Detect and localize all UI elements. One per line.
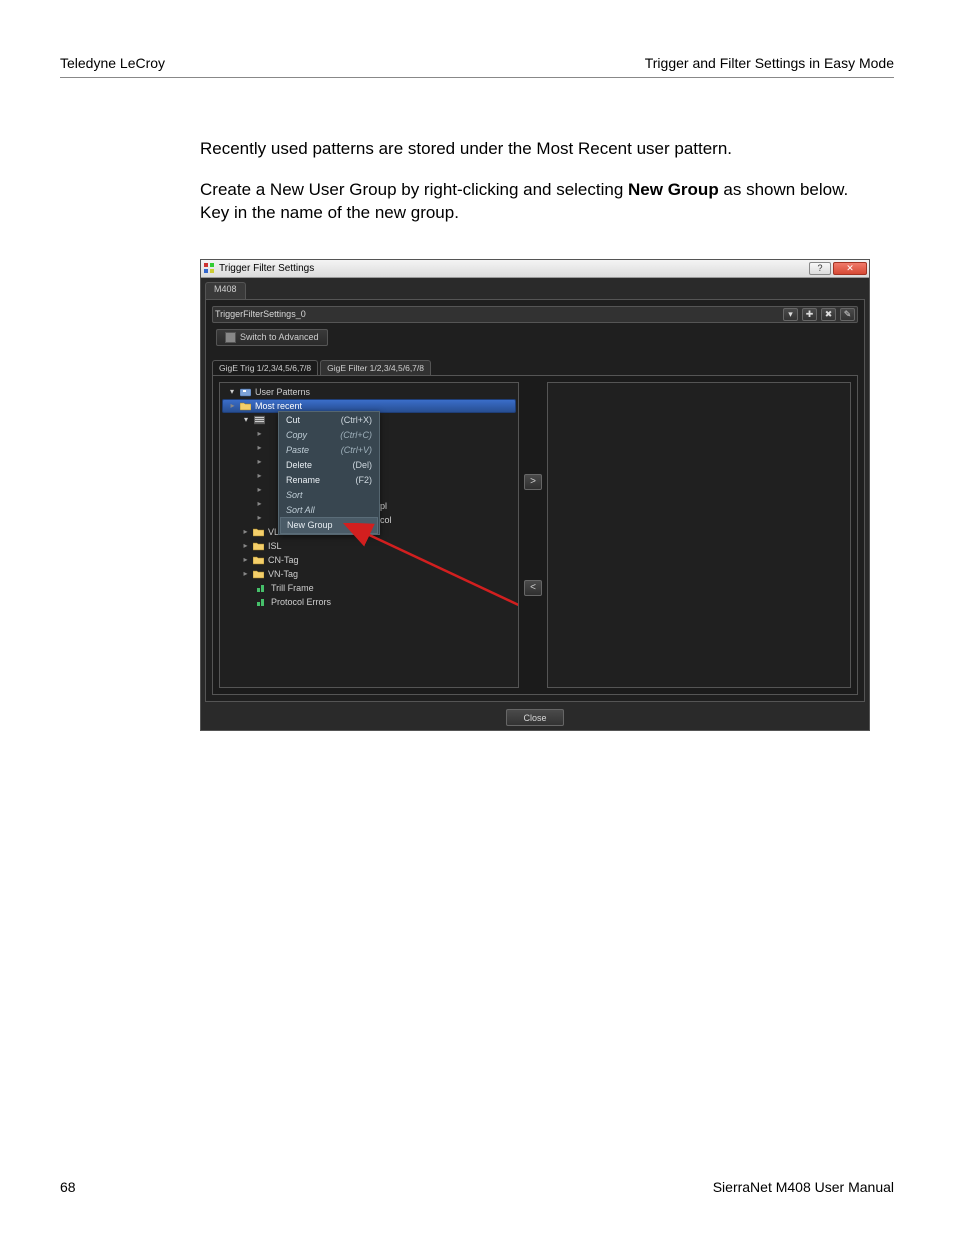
expand-icon[interactable]: ▸ bbox=[256, 457, 263, 466]
tree-label: User Patterns bbox=[255, 387, 310, 397]
tree-isl[interactable]: ▸ ISL bbox=[220, 539, 518, 553]
expand-icon[interactable]: ▸ bbox=[256, 513, 263, 522]
tree-label: VN-Tag bbox=[268, 569, 298, 579]
trigger-filter-dialog: Trigger Filter Settings ? ✕ M408 Trigger… bbox=[200, 259, 870, 731]
menu-label: Sort bbox=[286, 490, 303, 500]
section-header: TriggerFilterSettings_0 ▾ ✚ ✖ ✎ bbox=[212, 306, 858, 323]
tree-label: Trill Frame bbox=[271, 583, 314, 593]
menu-label: Sort All bbox=[286, 505, 315, 515]
menu-copy[interactable]: Copy (Ctrl+C) bbox=[280, 428, 378, 443]
text-fragment: pl bbox=[380, 501, 387, 511]
expand-icon[interactable]: ▸ bbox=[229, 401, 236, 410]
switch-label: Switch to Advanced bbox=[240, 332, 319, 342]
menu-new-group[interactable]: New Group bbox=[280, 517, 378, 534]
dialog-title: Trigger Filter Settings bbox=[219, 263, 314, 274]
page-number: 68 bbox=[60, 1179, 76, 1195]
menu-sort[interactable]: Sort bbox=[280, 488, 378, 503]
paragraph-2: Create a New User Group by right-clickin… bbox=[200, 179, 874, 225]
menu-shortcut: (F2) bbox=[356, 475, 373, 485]
trig-tab[interactable]: GigE Trig 1/2,3/4,5/6,7/8 bbox=[212, 360, 318, 375]
device-tab[interactable]: M408 bbox=[205, 282, 246, 299]
tree-user-patterns[interactable]: ▾ User Patterns bbox=[220, 385, 518, 399]
expand-icon[interactable]: ▸ bbox=[242, 541, 249, 550]
tree-label: Most recent bbox=[255, 401, 302, 411]
context-menu: Cut (Ctrl+X) Copy (Ctrl+C) Paste (Ctrl+V) D… bbox=[278, 411, 380, 535]
menu-sort-all[interactable]: Sort All bbox=[280, 503, 378, 518]
expand-icon[interactable]: ▸ bbox=[256, 429, 263, 438]
menu-label: Cut bbox=[286, 415, 300, 425]
expand-icon[interactable]: ▸ bbox=[256, 485, 263, 494]
menu-label: Copy bbox=[286, 430, 307, 440]
folder-icon bbox=[253, 541, 264, 551]
tree-protocol-errors[interactable]: Protocol Errors bbox=[220, 595, 518, 609]
close-button[interactable]: Close bbox=[506, 709, 564, 726]
menu-shortcut: (Del) bbox=[353, 460, 373, 470]
edit-button[interactable]: ✎ bbox=[840, 308, 855, 321]
folder-icon bbox=[253, 555, 264, 565]
collapse-icon[interactable]: ▾ bbox=[228, 388, 236, 396]
folder-icon bbox=[253, 569, 264, 579]
delete-button[interactable]: ✖ bbox=[821, 308, 836, 321]
add-button[interactable]: ✚ bbox=[802, 308, 817, 321]
group-icon bbox=[240, 387, 251, 397]
switch-to-advanced-button[interactable]: Switch to Advanced bbox=[216, 329, 328, 346]
p2-bold: New Group bbox=[628, 180, 719, 199]
menu-delete[interactable]: Delete (Del) bbox=[280, 458, 378, 473]
patterns-tree-panel: ▾ User Patterns ▸ Most recent bbox=[219, 382, 519, 688]
text-fragment: col bbox=[380, 515, 392, 525]
expand-icon[interactable]: ▸ bbox=[242, 527, 249, 536]
selected-patterns-panel bbox=[547, 382, 851, 688]
folder-icon bbox=[240, 401, 251, 411]
header-right: Trigger and Filter Settings in Easy Mode bbox=[645, 55, 894, 71]
app-icon bbox=[203, 262, 215, 274]
menu-label: Rename bbox=[286, 475, 320, 485]
move-left-button[interactable]: < bbox=[524, 580, 542, 596]
switch-icon bbox=[225, 332, 236, 343]
dialog-titlebar: Trigger Filter Settings ? ✕ bbox=[201, 260, 869, 278]
help-button[interactable]: ? bbox=[809, 262, 831, 275]
menu-rename[interactable]: Rename (F2) bbox=[280, 473, 378, 488]
move-right-button[interactable]: > bbox=[524, 474, 542, 490]
p2-part-a: Create a New User Group by right-clickin… bbox=[200, 180, 628, 199]
dropdown-button[interactable]: ▾ bbox=[783, 308, 798, 321]
menu-cut[interactable]: Cut (Ctrl+X) bbox=[280, 413, 378, 428]
tree-trill[interactable]: Trill Frame bbox=[220, 581, 518, 595]
menu-shortcut: (Ctrl+V) bbox=[341, 445, 372, 455]
menu-label: Paste bbox=[286, 445, 309, 455]
menu-label: Delete bbox=[286, 460, 312, 470]
menu-shortcut: (Ctrl+X) bbox=[341, 415, 372, 425]
menu-paste[interactable]: Paste (Ctrl+V) bbox=[280, 443, 378, 458]
manual-title: SierraNet M408 User Manual bbox=[713, 1179, 894, 1195]
pattern-icon bbox=[256, 597, 267, 607]
window-close-button[interactable]: ✕ bbox=[833, 262, 867, 275]
collapse-icon[interactable]: ▾ bbox=[242, 416, 250, 424]
tree-cntag[interactable]: ▸ CN-Tag bbox=[220, 553, 518, 567]
tree-vntag[interactable]: ▸ VN-Tag bbox=[220, 567, 518, 581]
expand-icon[interactable]: ▸ bbox=[242, 569, 249, 578]
header-left: Teledyne LeCroy bbox=[60, 55, 165, 71]
filter-tab[interactable]: GigE Filter 1/2,3/4,5/6,7/8 bbox=[320, 360, 431, 375]
expand-icon[interactable]: ▸ bbox=[256, 471, 263, 480]
tree-label: ISL bbox=[268, 541, 282, 551]
tree-label: Protocol Errors bbox=[271, 597, 331, 607]
menu-shortcut: (Ctrl+C) bbox=[340, 430, 372, 440]
paragraph-1: Recently used patterns are stored under … bbox=[200, 138, 874, 161]
tree-label: CN-Tag bbox=[268, 555, 299, 565]
expand-icon[interactable]: ▸ bbox=[256, 443, 263, 452]
expand-icon[interactable]: ▸ bbox=[242, 555, 249, 564]
list-icon bbox=[254, 415, 265, 425]
pattern-icon bbox=[256, 583, 267, 593]
folder-icon bbox=[253, 527, 264, 537]
settings-name: TriggerFilterSettings_0 bbox=[215, 309, 306, 319]
menu-label: New Group bbox=[287, 520, 333, 530]
expand-icon[interactable]: ▸ bbox=[256, 499, 263, 508]
